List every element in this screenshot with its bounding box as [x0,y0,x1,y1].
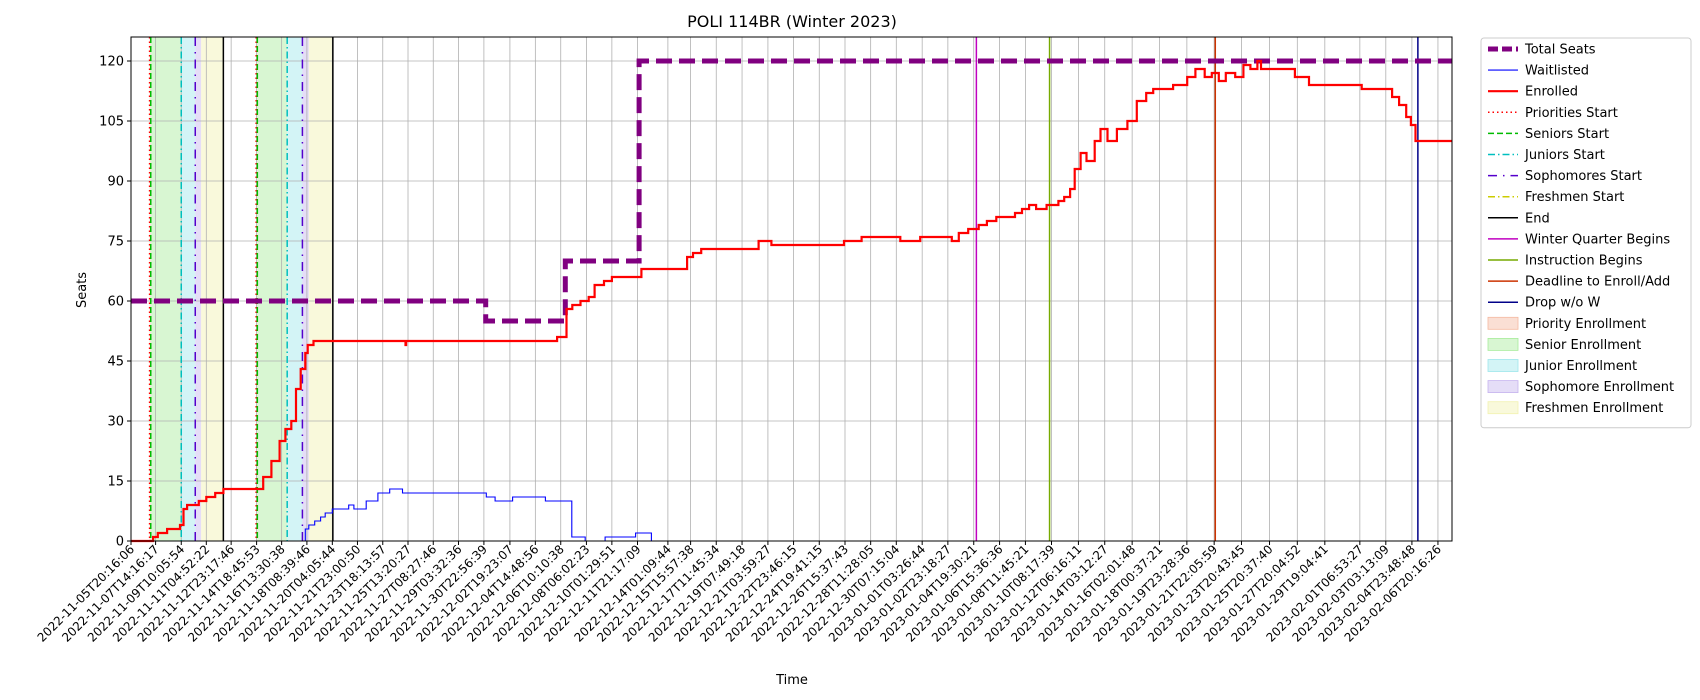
legend-label: Freshmen Start [1525,190,1624,205]
legend-item-enrolled: Enrolled [1488,85,1578,100]
junior-enrollment-band [181,37,196,541]
event-lines [148,37,1419,541]
legend-label: Seniors Start [1525,127,1609,142]
legend-label: Senior Enrollment [1525,338,1641,353]
legend: Total Seats Waitlisted Enrolled Priorities … [1480,37,1692,429]
legend-label: Junior Enrollment [1524,359,1637,374]
y-tick-label: 105 [99,115,124,130]
legend-item-freshmen-start: Freshmen Start [1488,190,1624,205]
legend-label: Winter Quarter Begins [1525,232,1670,247]
legend-label: Deadline to Enroll/Add [1525,275,1670,290]
legend-label: Enrolled [1525,85,1578,100]
legend-item-senior-enrollment: Senior Enrollment [1487,337,1641,353]
legend-label: Juniors Start [1524,148,1605,163]
legend-item-juniors-start: Juniors Start [1488,148,1605,163]
legend-item-instruction-begins: Instruction Begins [1488,254,1643,269]
legend-label: Drop w/o W [1525,296,1601,311]
legend-label: Total Seats [1524,43,1596,58]
legend-box [1480,37,1692,429]
y-tick-label: 45 [107,355,124,370]
enrolled-series [131,59,1452,543]
chart-title: POLI 114BR (Winter 2023) [687,12,897,31]
y-tick-label: 60 [107,295,124,310]
legend-item-priority-enrollment: Priority Enrollment [1487,316,1646,332]
legend-item-sophomore-enrollment: Sophomore Enrollment [1487,380,1674,395]
y-axis-label: Seats [75,272,90,308]
y-tick-label: 15 [107,475,124,490]
y-axis-ticks: 0 15 30 45 60 75 90 105 120 [99,55,131,550]
grid-lines [130,37,1452,542]
y-tick-label: 120 [99,55,124,70]
legend-label: Sophomores Start [1525,169,1642,184]
total-seats-series [131,58,1452,324]
legend-item-drop-w-o-w: Drop w/o W [1488,296,1601,311]
legend-label: Freshmen Enrollment [1525,401,1663,416]
legend-item-winter-quarter-begins: Winter Quarter Begins [1488,232,1670,247]
x-axis-label: Time [775,673,808,688]
y-tick-label: 30 [107,415,124,430]
legend-label: Instruction Begins [1525,254,1643,269]
sophomore-enrollment-band [195,37,202,541]
y-tick-label: 75 [107,235,124,250]
legend-item-sophomores-start: Sophomores Start [1488,169,1642,184]
legend-item-waitlisted: Waitlisted [1488,64,1589,79]
y-tick-label: 90 [107,175,124,190]
legend-item-deadline-to-enroll-add: Deadline to Enroll/Add [1488,275,1670,290]
legend-item-priorities-start: Priorities Start [1488,106,1618,121]
legend-swatch [1487,359,1519,372]
legend-swatch [1487,316,1519,330]
legend-item-seniors-start: Seniors Start [1488,127,1609,142]
legend-label: Priorities Start [1525,106,1618,121]
freshmen-enrollment-band [201,37,224,541]
legend-swatch [1487,380,1519,394]
junior-enrollment-band [287,37,303,541]
plot-frame [130,36,1453,542]
legend-label: Priority Enrollment [1525,317,1646,332]
freshmen-enrollment-band [308,37,333,541]
legend-label: Sophomore Enrollment [1525,380,1674,395]
sophomore-enrollment-band [302,37,309,541]
legend-label: End [1525,211,1550,226]
legend-item-junior-enrollment: Junior Enrollment [1487,359,1637,374]
legend-item-freshmen-enrollment: Freshmen Enrollment [1487,401,1663,416]
legend-item-total-seats: Total Seats [1488,43,1596,58]
y-tick-label: 0 [116,535,124,550]
legend-swatch [1487,401,1519,415]
legend-label: Waitlisted [1525,64,1589,79]
legend-swatch [1487,337,1519,351]
legend-item-end: End [1488,211,1550,226]
